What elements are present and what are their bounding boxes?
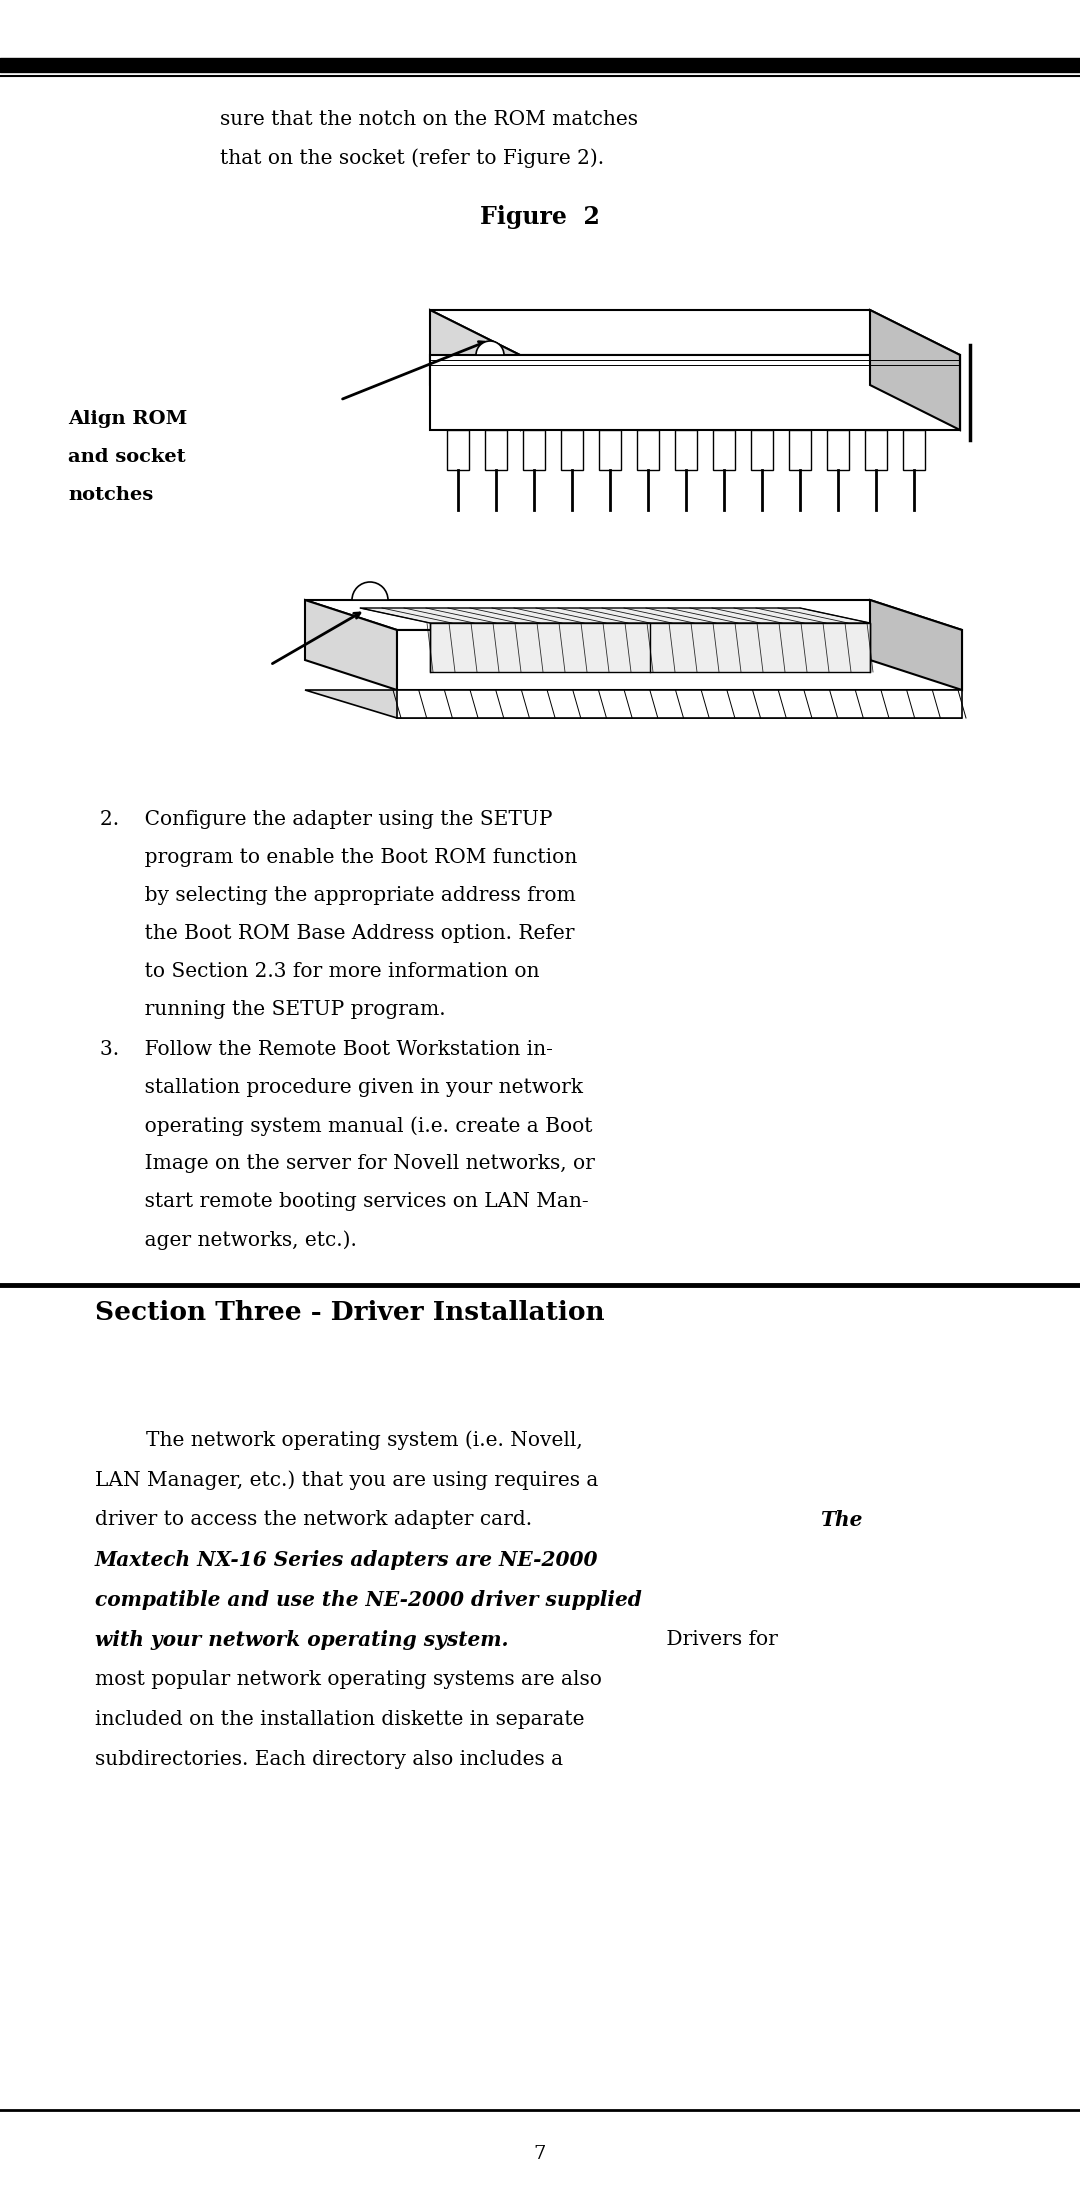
Polygon shape [305, 600, 962, 629]
Text: ager networks, etc.).: ager networks, etc.). [100, 1229, 356, 1249]
Polygon shape [305, 690, 962, 719]
Bar [599, 431, 621, 471]
Text: that on the socket (refer to Figure 2).: that on the socket (refer to Figure 2). [220, 147, 604, 167]
Text: stallation procedure given in your network: stallation procedure given in your netwo… [100, 1078, 583, 1097]
Bar [865, 431, 887, 471]
Text: sure that the notch on the ROM matches: sure that the notch on the ROM matches [220, 110, 638, 130]
Text: start remote booting services on LAN Man-: start remote booting services on LAN Man… [100, 1192, 589, 1212]
Wedge shape [352, 583, 388, 600]
Text: 7: 7 [534, 2144, 546, 2164]
Polygon shape [360, 607, 870, 622]
Bar [447, 431, 469, 471]
Polygon shape [430, 622, 870, 673]
Text: most popular network operating systems are also: most popular network operating systems a… [95, 1669, 602, 1689]
Wedge shape [476, 341, 504, 354]
Text: and socket: and socket [68, 449, 186, 466]
Text: subdirectories. Each directory also includes a: subdirectories. Each directory also incl… [95, 1750, 563, 1768]
Text: 3.    Follow the Remote Boot Workstation in-: 3. Follow the Remote Boot Workstation in… [100, 1040, 553, 1060]
Text: driver to access the network adapter card.: driver to access the network adapter car… [95, 1511, 539, 1528]
Text: The network operating system (i.e. Novell,: The network operating system (i.e. Novel… [95, 1429, 583, 1449]
Text: included on the installation diskette in separate: included on the installation diskette in… [95, 1711, 584, 1728]
Text: running the SETUP program.: running the SETUP program. [100, 1001, 446, 1018]
Polygon shape [397, 690, 962, 719]
Bar [561, 431, 583, 471]
Bar [523, 431, 545, 471]
Text: Maxtech NX-16 Series adapters are NE-2000: Maxtech NX-16 Series adapters are NE-200… [95, 1550, 598, 1570]
Polygon shape [305, 600, 397, 690]
Polygon shape [430, 310, 519, 431]
Text: Image on the server for Novell networks, or: Image on the server for Novell networks,… [100, 1154, 595, 1172]
Text: operating system manual (i.e. create a Boot: operating system manual (i.e. create a B… [100, 1117, 593, 1135]
Bar [713, 431, 735, 471]
Polygon shape [430, 310, 960, 354]
Text: to Section 2.3 for more information on: to Section 2.3 for more information on [100, 961, 540, 981]
Text: with your network operating system.: with your network operating system. [95, 1629, 509, 1649]
Polygon shape [397, 629, 962, 690]
Text: the Boot ROM Base Address option. Refer: the Boot ROM Base Address option. Refer [100, 924, 575, 943]
Bar [903, 431, 924, 471]
Text: 2.    Configure the adapter using the SETUP: 2. Configure the adapter using the SETUP [100, 809, 553, 829]
Polygon shape [870, 310, 960, 431]
Text: The: The [820, 1511, 862, 1531]
Polygon shape [870, 600, 962, 690]
Bar [751, 431, 773, 471]
Text: notches: notches [68, 486, 153, 504]
Text: Section Three - Driver Installation: Section Three - Driver Installation [95, 1300, 605, 1326]
Bar [675, 431, 697, 471]
Text: program to enable the Boot ROM function: program to enable the Boot ROM function [100, 849, 577, 866]
Text: Figure  2: Figure 2 [481, 205, 599, 229]
Text: Drivers for: Drivers for [660, 1629, 778, 1649]
Bar [485, 431, 507, 471]
Text: Align ROM: Align ROM [68, 409, 187, 429]
Text: compatible and use the NE-2000 driver supplied: compatible and use the NE-2000 driver su… [95, 1590, 642, 1610]
Text: LAN Manager, etc.) that you are using requires a: LAN Manager, etc.) that you are using re… [95, 1469, 598, 1489]
Bar [637, 431, 659, 471]
Bar [827, 431, 849, 471]
Bar [789, 431, 811, 471]
Text: by selecting the appropriate address from: by selecting the appropriate address fro… [100, 886, 576, 906]
Polygon shape [430, 354, 960, 431]
